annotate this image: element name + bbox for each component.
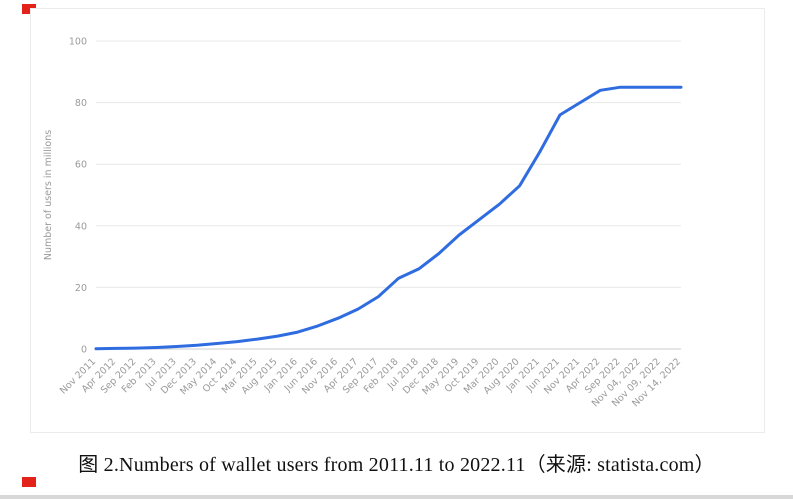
svg-text:20: 20 bbox=[75, 283, 87, 294]
svg-text:80: 80 bbox=[75, 98, 87, 109]
red-annotation-marker-bottom bbox=[22, 477, 36, 487]
svg-text:60: 60 bbox=[75, 160, 87, 171]
y-axis-title: Number of users in millions bbox=[43, 130, 54, 260]
svg-text:40: 40 bbox=[75, 221, 87, 232]
y-tick-labels: 0 20 40 60 80 100 bbox=[69, 37, 87, 356]
figure-caption: 图 2.Numbers of wallet users from 2011.11… bbox=[78, 454, 715, 476]
svg-text:0: 0 bbox=[81, 345, 87, 356]
gridlines bbox=[96, 40, 681, 350]
page-bottom-edge bbox=[0, 495, 793, 499]
svg-text:100: 100 bbox=[69, 37, 87, 48]
data-series-line bbox=[94, 85, 683, 351]
chart-card: 0 20 40 60 80 100 Nov 2011 Apr 2012 Sep 2012 Feb … bbox=[30, 8, 765, 433]
red-annotation-marker-top bbox=[22, 4, 36, 14]
